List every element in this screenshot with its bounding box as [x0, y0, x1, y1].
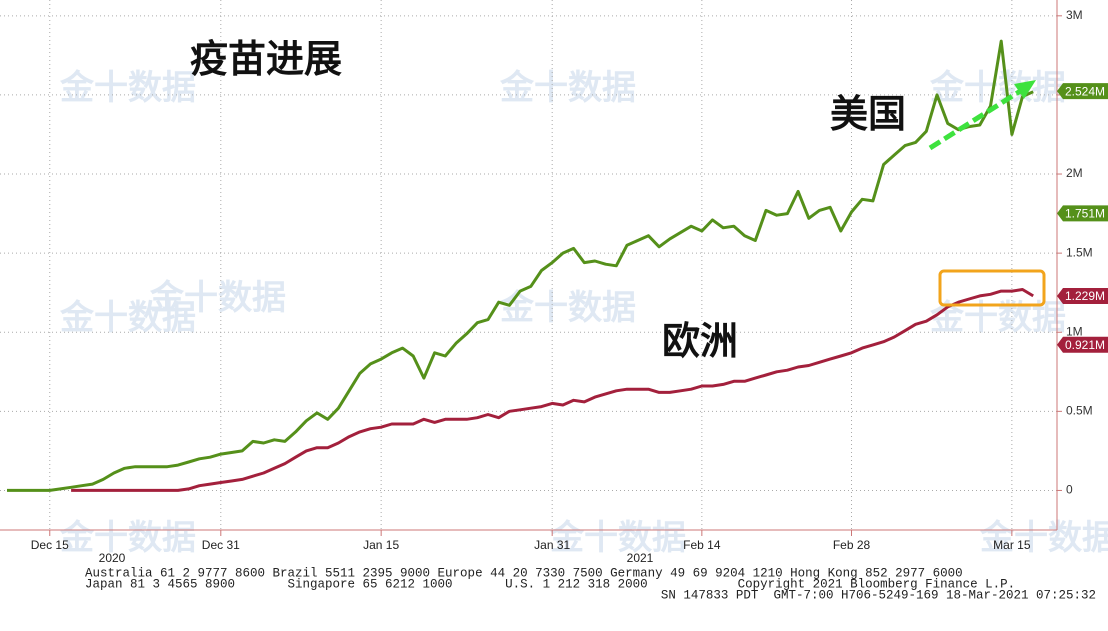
y-tick-label: 0.5M: [1066, 404, 1093, 418]
series-line: [71, 288, 1034, 492]
x-year-label: 2020: [99, 551, 126, 565]
x-tick-label: Jan 31: [534, 538, 570, 552]
watermark: 金十数据: [59, 298, 196, 337]
watermark: 金十数据: [499, 68, 636, 107]
value-label-box: [1057, 83, 1108, 100]
annotation: 欧洲: [662, 321, 738, 363]
y-tick-label: 0: [1066, 483, 1073, 497]
footer-text: SN 147833 PDT GMT-7:00 H706-5249-169 18-…: [661, 588, 1096, 602]
x-year-label: 2021: [627, 551, 654, 565]
value-label-box: [1057, 205, 1108, 222]
value-label: 2.524M: [1065, 84, 1105, 98]
footer-text: Japan 81 3 4565 8900 Singapore 65 6212 1…: [85, 577, 1015, 591]
footer-text: Australia 61 2 9777 8600 Brazil 5511 239…: [85, 566, 963, 580]
y-tick-label: 1M: [1066, 324, 1083, 338]
watermark: 金十数据: [929, 68, 1066, 107]
x-tick-label: Dec 15: [31, 538, 69, 552]
y-tick-label: 3M: [1066, 8, 1083, 22]
chart-title: 疫苗进展: [190, 39, 342, 81]
highlight-box: [938, 269, 1046, 307]
x-tick-label: Dec 31: [202, 538, 240, 552]
watermark: 金十数据: [59, 68, 196, 107]
value-label: 0.921M: [1065, 338, 1105, 352]
annotation: 美国: [830, 94, 906, 136]
value-label-box: [1057, 288, 1108, 305]
y-tick-label: 1.5M: [1066, 245, 1093, 259]
series-line: [7, 39, 1034, 492]
x-tick-label: Jan 15: [363, 538, 399, 552]
watermark: 金十数据: [549, 518, 686, 557]
x-tick-label: Feb 28: [833, 538, 871, 552]
value-label: 1.751M: [1065, 207, 1105, 221]
watermark: 金十数据: [59, 518, 196, 557]
trend-arrow-head: [1014, 80, 1036, 99]
x-tick-label: Feb 14: [683, 538, 721, 552]
trend-arrow: [928, 87, 1024, 151]
watermark: 金十数据: [499, 288, 636, 327]
value-label: 1.229M: [1065, 289, 1105, 303]
y-tick-label: 2M: [1066, 166, 1083, 180]
watermark: 金十数据: [979, 518, 1108, 557]
watermark: 金十数据: [149, 278, 286, 317]
x-tick-label: Mar 15: [993, 538, 1031, 552]
value-label-box: [1057, 336, 1108, 353]
